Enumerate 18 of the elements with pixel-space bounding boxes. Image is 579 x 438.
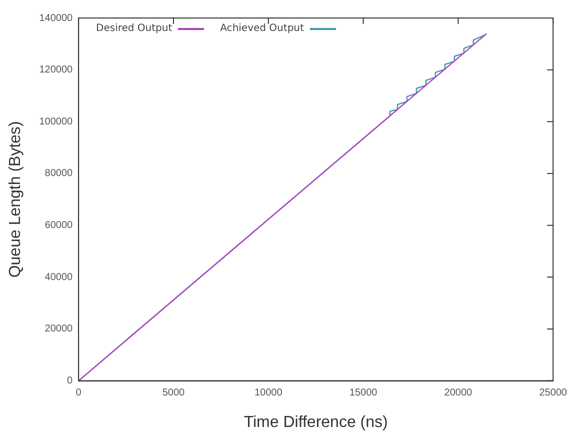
x-tick-label: 10000 bbox=[254, 388, 283, 399]
x-tick-label: 5000 bbox=[162, 388, 186, 399]
y-tick-label: 120000 bbox=[39, 64, 73, 76]
y-tick-label: 40000 bbox=[44, 272, 74, 283]
x-tick-label: 15000 bbox=[349, 388, 378, 399]
y-tick-label: 60000 bbox=[44, 220, 74, 232]
x-tick-label: 25000 bbox=[539, 388, 568, 399]
y-tick-label: 140000 bbox=[39, 12, 73, 24]
y-tick-label: 0 bbox=[67, 376, 74, 387]
y-axis-title: Queue Length (Bytes) bbox=[7, 121, 24, 278]
y-tick-label: 80000 bbox=[44, 168, 74, 180]
legend-label: Desired Output bbox=[96, 23, 172, 34]
x-axis-title: Time Difference (ns) bbox=[244, 414, 388, 431]
x-tick-label: 20000 bbox=[444, 388, 473, 399]
y-tick-label: 100000 bbox=[39, 116, 73, 128]
x-tick-label: 0 bbox=[76, 388, 82, 399]
y-tick-label: 20000 bbox=[44, 324, 74, 335]
legend-label: Achieved Output bbox=[220, 23, 304, 34]
